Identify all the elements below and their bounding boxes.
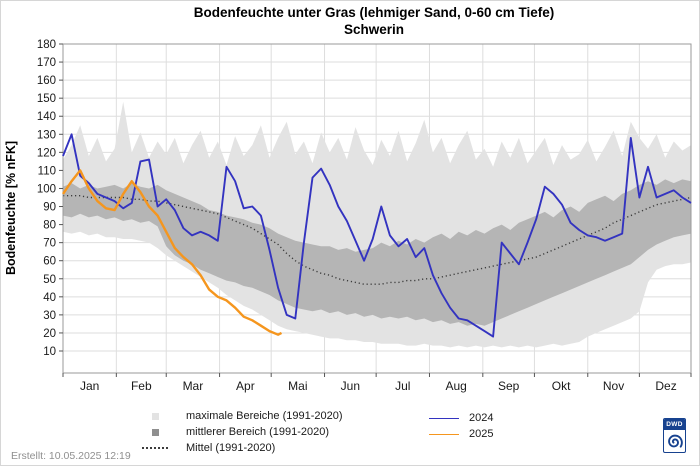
svg-text:150: 150	[37, 93, 56, 105]
svg-text:120: 120	[37, 147, 56, 159]
legend-label: maximale Bereiche (1991-2020)	[186, 410, 343, 422]
svg-text:Jun: Jun	[341, 379, 360, 393]
dwd-logo-text: DWD	[664, 419, 685, 430]
legend-item-2024: 2024	[429, 411, 493, 425]
chart-subtitle: Schwerin	[344, 22, 404, 37]
legend-label: mittlerer Bereich (1991-2020)	[186, 426, 330, 438]
svg-text:60: 60	[43, 256, 56, 268]
legend-item-2025: 2025	[429, 427, 493, 441]
mean-dotted-swatch-icon	[142, 447, 168, 449]
svg-text:110: 110	[38, 165, 56, 177]
y-axis-label: Bodenfeuchte [% nFK]	[4, 141, 18, 275]
legend-item-max-band: maximale Bereiche (1991-2020)	[140, 409, 343, 423]
svg-text:160: 160	[37, 75, 56, 87]
svg-text:140: 140	[37, 111, 56, 123]
svg-text:Okt: Okt	[552, 379, 571, 393]
svg-text:Mar: Mar	[183, 379, 204, 393]
max-band-swatch-icon	[151, 412, 159, 420]
svg-text:10: 10	[43, 346, 56, 358]
dwd-logo: DWD	[663, 418, 686, 453]
svg-text:Dez: Dez	[655, 379, 676, 393]
legend-label: 2025	[469, 428, 494, 440]
svg-text:Jan: Jan	[80, 379, 99, 393]
legend-item-mid-band: mittlerer Bereich (1991-2020)	[140, 425, 329, 439]
svg-text:Aug: Aug	[445, 379, 466, 393]
mid-band-swatch-icon	[151, 428, 159, 436]
svg-text:40: 40	[43, 292, 56, 304]
svg-text:30: 30	[43, 310, 56, 322]
line-2025-swatch-icon	[429, 433, 459, 435]
created-timestamp: Erstellt: 10.05.2025 12:19	[11, 450, 131, 462]
svg-text:Mai: Mai	[288, 379, 307, 393]
legend-label: Mittel (1991-2020)	[186, 442, 276, 454]
svg-text:170: 170	[37, 57, 56, 69]
chart-title: Bodenfeuchte unter Gras (lehmiger Sand, …	[194, 5, 555, 20]
svg-text:70: 70	[43, 238, 56, 250]
plot-area: 180 170 160 150 140 130 120 110 100 90 80 70 60 50 40 3…	[37, 39, 692, 393]
svg-text:90: 90	[43, 202, 56, 214]
svg-text:Feb: Feb	[131, 379, 152, 393]
svg-text:Apr: Apr	[236, 379, 255, 393]
svg-text:20: 20	[43, 328, 56, 340]
svg-text:130: 130	[37, 129, 56, 141]
chart-canvas: Bodenfeuchte unter Gras (lehmiger Sand, …	[4, 5, 692, 393]
svg-text:100: 100	[37, 183, 56, 195]
svg-text:Jul: Jul	[395, 379, 410, 393]
legend-label: 2024	[469, 412, 494, 424]
svg-text:Sep: Sep	[498, 379, 520, 393]
svg-text:Nov: Nov	[603, 379, 624, 393]
svg-text:80: 80	[43, 220, 56, 232]
dwd-spiral-icon	[668, 434, 683, 448]
line-2024-swatch-icon	[429, 417, 459, 419]
legend-item-mean: Mittel (1991-2020)	[140, 441, 275, 455]
svg-text:180: 180	[37, 39, 56, 51]
svg-text:50: 50	[43, 274, 56, 286]
